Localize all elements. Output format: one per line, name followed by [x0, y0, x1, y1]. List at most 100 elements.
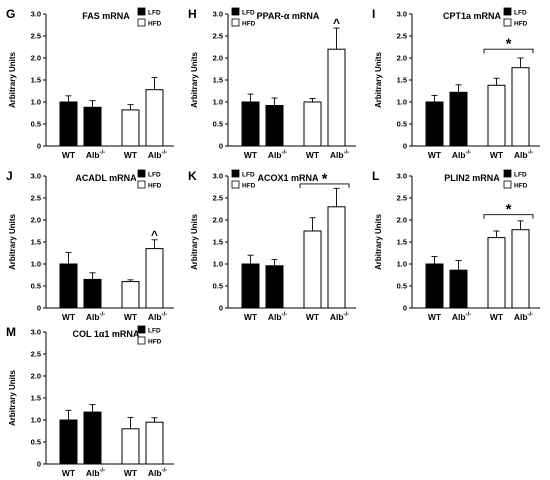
y-tick-label: 1.0: [31, 260, 41, 269]
category-superscript: -/-: [100, 150, 106, 156]
legend-swatch: [503, 180, 512, 189]
category-superscript: -/-: [528, 150, 534, 156]
y-tick-label: 3.0: [31, 172, 41, 181]
legend-label: HFD: [148, 21, 162, 28]
chart-panel-h: H PPAR-α mRNA 0 0.5 1.0 1.5 2.0 2.5 3.0 Arbitrary…: [188, 7, 356, 160]
legend-label: LFD: [148, 10, 161, 17]
bar: [425, 101, 444, 147]
category-superscript: -/-: [282, 150, 288, 156]
y-tick-label: 1.5: [31, 238, 41, 247]
y-tick-label: 1.5: [213, 238, 223, 247]
y-tick-label: 0.5: [31, 120, 41, 129]
legend-swatch: [231, 180, 240, 189]
category-label: Alb-/-: [452, 150, 471, 160]
chart-panel-j: J ACADL mRNA 0 0.5 1.0 1.5 2.0 2.5 3.0 Arbitrary …: [6, 169, 174, 322]
panel-label: K: [188, 169, 197, 183]
panel-label: H: [188, 7, 197, 21]
bar: [487, 84, 506, 147]
y-tick-label: 1.5: [213, 76, 223, 85]
significance-bracket: [483, 214, 534, 219]
y-axis-label: Arbitrary Units: [8, 213, 17, 270]
legend-label: LFD: [242, 172, 255, 179]
y-tick-label: 2.0: [213, 54, 223, 63]
category-superscript: -/-: [282, 312, 288, 318]
y-tick-label: 1.5: [31, 394, 41, 403]
category-label: WT: [124, 468, 138, 478]
panel-title: CPT1a mRNA: [443, 11, 502, 21]
significance-asterisk: *: [506, 36, 512, 53]
bar: [121, 109, 140, 147]
bar: [303, 230, 322, 309]
significance-caret: ^: [151, 228, 158, 242]
bar: [487, 237, 506, 309]
bar: [83, 106, 102, 147]
legend-label: HFD: [514, 21, 528, 28]
y-tick-label: 2.5: [397, 32, 407, 41]
chart-panel-k: K ACOX1 mRNA 0 0.5 1.0 1.5 2.0 2.5 3.0 Arbitrary …: [188, 169, 356, 322]
panel-title: COL 1α1 mRNA: [73, 329, 140, 339]
bar: [265, 265, 284, 309]
y-tick-label: 0: [219, 142, 223, 151]
y-axis-label: Arbitrary Units: [190, 213, 199, 270]
legend-swatch: [231, 18, 240, 27]
category-label: WT: [124, 312, 138, 322]
legend-label: HFD: [514, 183, 528, 190]
legend-swatch: [137, 7, 146, 16]
category-label: Alb-/-: [86, 468, 105, 478]
bar: [449, 91, 468, 147]
y-tick-label: 1.0: [31, 416, 41, 425]
y-tick-label: 1.0: [213, 260, 223, 269]
panel-label: L: [372, 169, 379, 183]
y-tick-label: 0.5: [213, 282, 223, 291]
category-superscript: -/-: [100, 468, 106, 474]
legend-swatch: [503, 169, 512, 178]
significance-bracket: [299, 183, 350, 188]
y-tick-label: 2.0: [397, 216, 407, 225]
bar: [511, 67, 530, 147]
bar: [59, 419, 78, 465]
legend-label: HFD: [148, 183, 162, 190]
y-tick-label: 3.0: [397, 10, 407, 19]
y-tick-label: 2.0: [31, 372, 41, 381]
category-label: WT: [124, 150, 138, 160]
y-axis-label: Arbitrary Units: [374, 51, 383, 108]
chart-panel-m: M COL 1α1 mRNA 0 0.5 1.0 1.5 2.0 2.5 3.0 Arbitrar…: [6, 325, 174, 478]
y-tick-label: 0.5: [213, 120, 223, 129]
category-superscript: -/-: [162, 312, 168, 318]
y-tick-label: 2.0: [213, 216, 223, 225]
y-tick-label: 1.5: [397, 76, 407, 85]
panel-title: FAS mRNA: [82, 11, 130, 21]
bar: [145, 248, 164, 309]
category-label: WT: [490, 312, 504, 322]
legend-swatch: [137, 336, 146, 345]
y-tick-label: 3.0: [31, 328, 41, 337]
category-label: WT: [428, 312, 442, 322]
y-axis-label: Arbitrary Units: [8, 369, 17, 426]
legend-label: LFD: [514, 172, 527, 179]
y-tick-label: 2.0: [31, 54, 41, 63]
category-label: WT: [244, 150, 258, 160]
legend-swatch: [231, 7, 240, 16]
bar: [327, 48, 346, 147]
y-tick-label: 1.0: [31, 98, 41, 107]
bar: [327, 206, 346, 309]
y-tick-label: 0.5: [397, 282, 407, 291]
legend-label: LFD: [148, 328, 161, 335]
panel-label: J: [6, 169, 13, 183]
category-superscript: -/-: [162, 468, 168, 474]
panel-title: ACADL mRNA: [75, 173, 137, 183]
legend-swatch: [503, 18, 512, 27]
bar: [303, 101, 322, 147]
legend-label: HFD: [242, 183, 256, 190]
bar: [145, 421, 164, 465]
category-superscript: -/-: [466, 150, 472, 156]
y-tick-label: 0: [403, 142, 407, 151]
legend-swatch: [137, 18, 146, 27]
y-tick-label: 1.5: [397, 238, 407, 247]
bar: [449, 269, 468, 309]
y-tick-label: 1.0: [213, 98, 223, 107]
y-tick-label: 2.5: [31, 194, 41, 203]
y-tick-label: 0: [37, 304, 41, 313]
category-label: Alb-/-: [452, 312, 471, 322]
